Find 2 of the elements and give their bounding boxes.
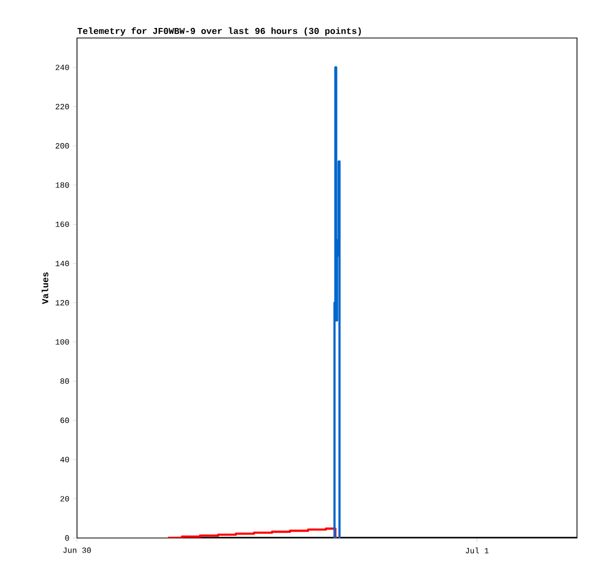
chart-title: Telemetry for JF0WBW-9 over last 96 hours (30 points): [77, 27, 361, 36]
y-axis-title: Values: [42, 272, 48, 304]
